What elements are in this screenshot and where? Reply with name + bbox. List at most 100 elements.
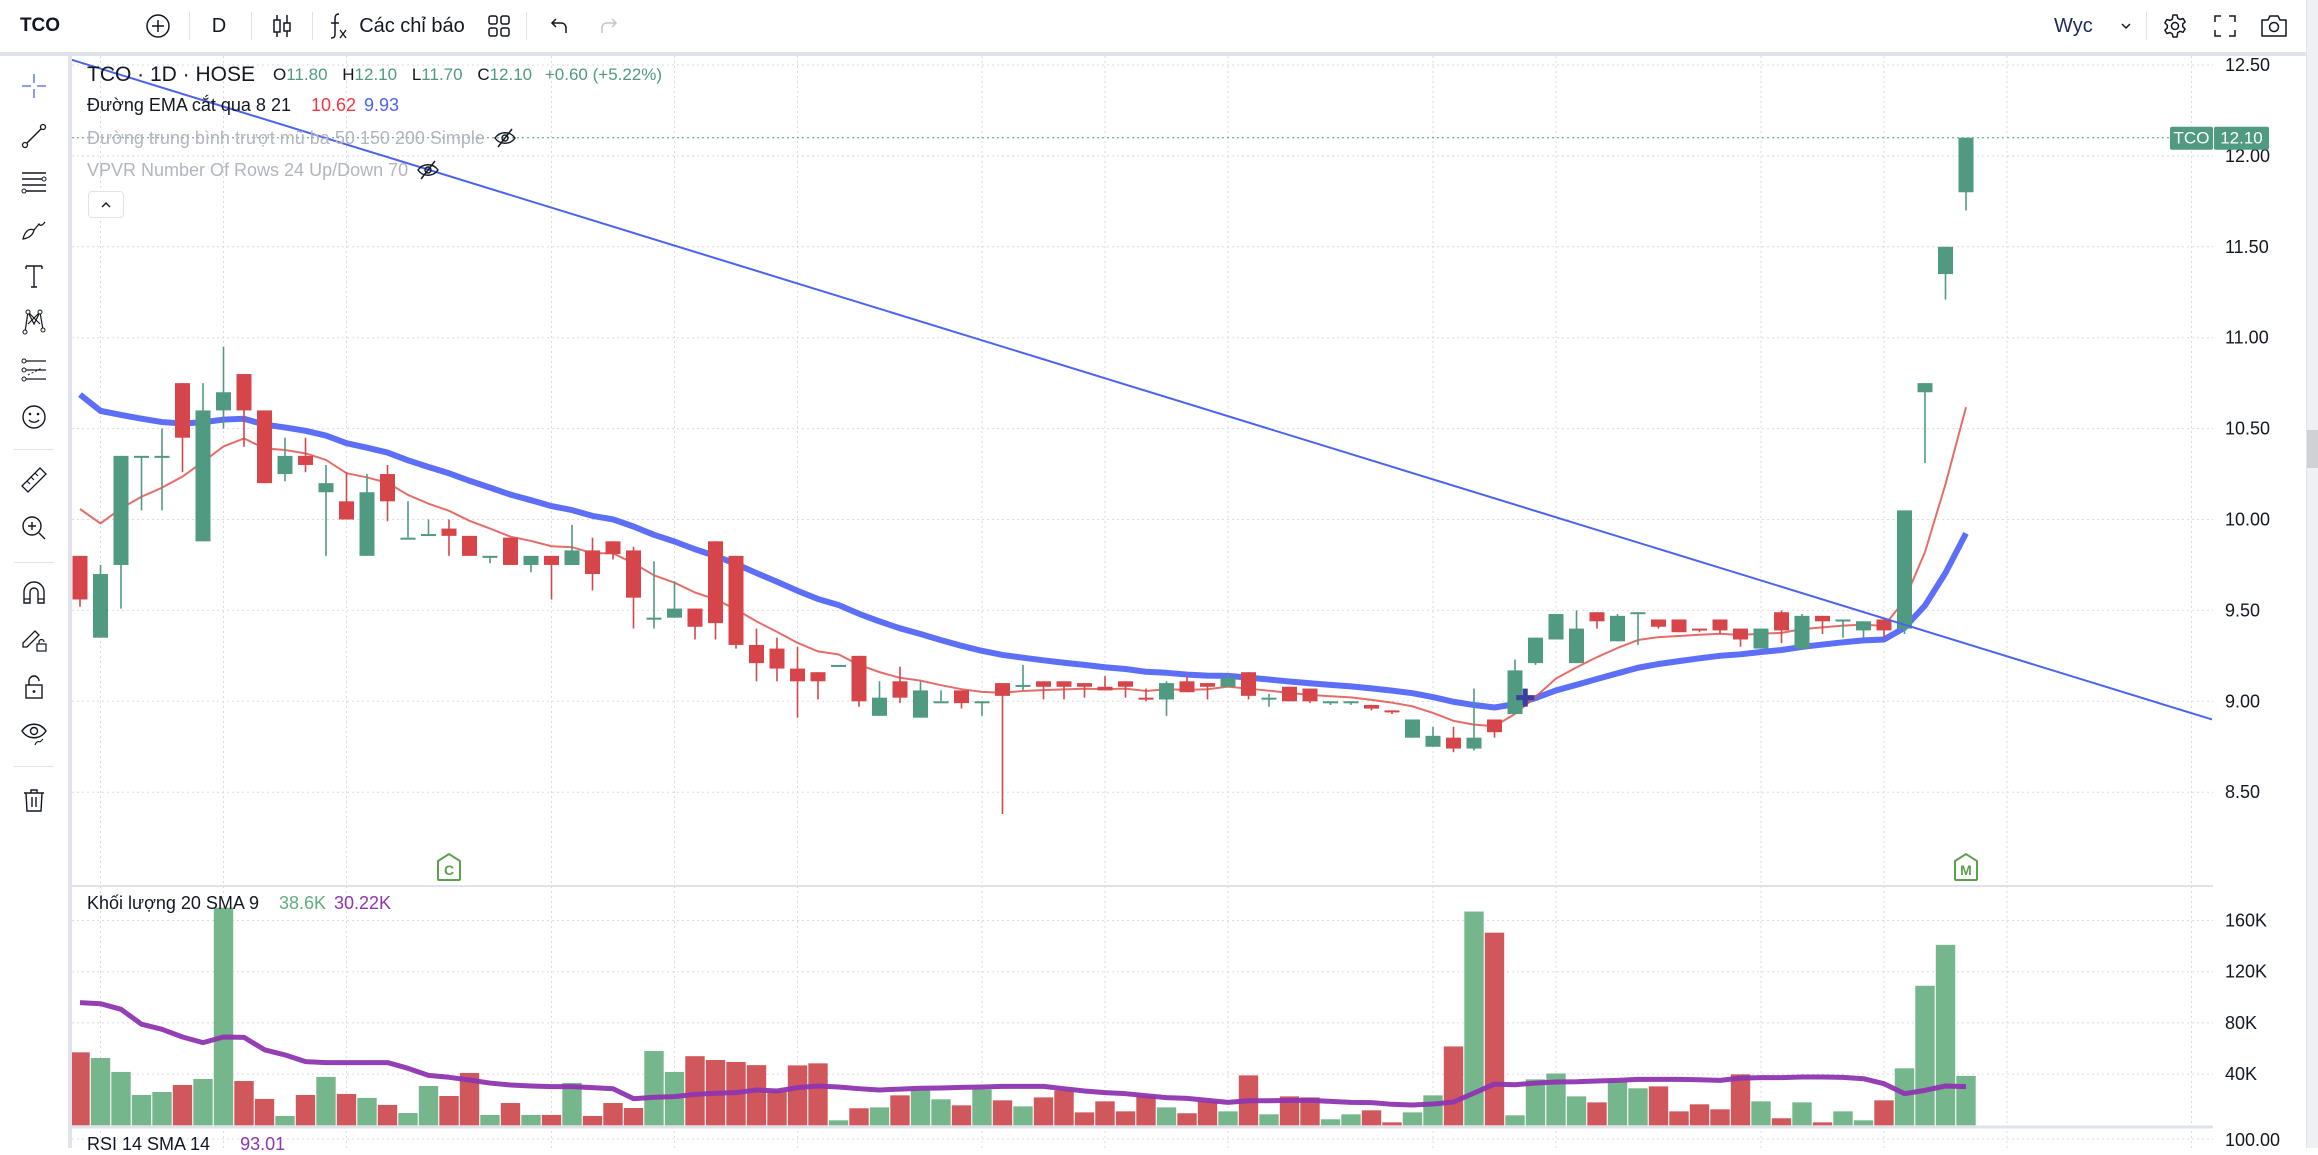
candle[interactable] bbox=[1528, 637, 1543, 665]
ema-legend[interactable]: Đường EMA cắt qua 8 21 10.62 9.93 bbox=[87, 95, 399, 116]
candle[interactable] bbox=[1056, 681, 1072, 700]
candle[interactable] bbox=[1118, 681, 1133, 698]
candle[interactable] bbox=[1323, 701, 1338, 705]
candle[interactable] bbox=[564, 524, 580, 565]
candle[interactable] bbox=[851, 655, 867, 707]
event-marker-m[interactable]: M bbox=[1953, 852, 1979, 882]
candle[interactable] bbox=[1405, 719, 1420, 738]
candle[interactable] bbox=[134, 455, 149, 511]
candle[interactable] bbox=[1897, 510, 1912, 635]
candle[interactable] bbox=[544, 555, 559, 600]
rsi-legend[interactable]: RSI 14 SMA 14 93.01 bbox=[87, 1134, 285, 1155]
candle[interactable] bbox=[1364, 704, 1379, 711]
candle[interactable] bbox=[626, 546, 641, 629]
candle[interactable] bbox=[1179, 675, 1195, 693]
layout-name-dropdown[interactable]: Wyc bbox=[2040, 0, 2140, 52]
candle[interactable] bbox=[790, 646, 805, 718]
candle[interactable] bbox=[1036, 681, 1051, 700]
candle[interactable] bbox=[667, 581, 682, 618]
forecast-tool[interactable] bbox=[14, 350, 54, 390]
candle[interactable] bbox=[1630, 612, 1646, 645]
candle[interactable] bbox=[1938, 246, 1953, 300]
tema-legend[interactable]: Đường trung bình trượt mũ ba 50 150 200 … bbox=[87, 127, 517, 149]
undo-button[interactable] bbox=[544, 0, 576, 52]
trend-line-tool[interactable] bbox=[14, 116, 54, 156]
candle[interactable] bbox=[1794, 614, 1810, 649]
fib-tool[interactable] bbox=[14, 162, 54, 202]
candle[interactable] bbox=[216, 346, 231, 429]
collapse-legend-button[interactable] bbox=[88, 191, 124, 218]
text-tool[interactable] bbox=[14, 256, 54, 296]
candle[interactable] bbox=[1261, 694, 1277, 707]
candle[interactable] bbox=[195, 383, 211, 542]
candle[interactable] bbox=[72, 555, 88, 607]
candle[interactable] bbox=[749, 628, 764, 682]
candle[interactable] bbox=[1958, 137, 1974, 211]
candle[interactable] bbox=[523, 555, 539, 573]
candle[interactable] bbox=[318, 464, 334, 556]
candle[interactable] bbox=[1815, 615, 1830, 635]
candle[interactable] bbox=[995, 683, 1010, 815]
remove-drawings-tool[interactable] bbox=[14, 780, 54, 820]
volume-legend[interactable]: Khối lượng 20 SMA 9 38.6K 30.22K bbox=[87, 893, 391, 914]
candle[interactable] bbox=[1138, 688, 1154, 702]
candle[interactable] bbox=[1610, 614, 1625, 642]
candle[interactable] bbox=[1077, 683, 1092, 698]
redo-button[interactable] bbox=[592, 0, 624, 52]
event-marker-c[interactable]: C bbox=[436, 852, 462, 882]
candle[interactable] bbox=[1200, 683, 1215, 700]
candle[interactable] bbox=[954, 690, 969, 709]
candle[interactable] bbox=[1466, 688, 1482, 751]
candle[interactable] bbox=[400, 501, 416, 540]
candle[interactable] bbox=[1774, 610, 1789, 644]
magnet-tool[interactable] bbox=[14, 573, 54, 613]
price-chart[interactable]: 12.50 12.00 11.50 11.00 10.50 10.00 9.50 9.00 8.… bbox=[72, 56, 2305, 1148]
emoji-tool[interactable] bbox=[14, 397, 54, 437]
candle[interactable] bbox=[1589, 612, 1605, 629]
candle[interactable] bbox=[154, 428, 170, 511]
candle[interactable] bbox=[1282, 686, 1297, 702]
candle[interactable] bbox=[1651, 619, 1666, 629]
candle[interactable] bbox=[1425, 726, 1441, 747]
candle[interactable] bbox=[1692, 628, 1707, 633]
candle[interactable] bbox=[462, 535, 477, 556]
vpvr-legend[interactable]: VPVR Number Of Rows 24 Up/Down 70 bbox=[87, 159, 440, 181]
candle[interactable] bbox=[1507, 659, 1523, 715]
candle[interactable] bbox=[1876, 619, 1892, 638]
candle[interactable] bbox=[974, 701, 990, 716]
candle[interactable] bbox=[687, 608, 703, 640]
candle[interactable] bbox=[708, 541, 723, 640]
candle[interactable] bbox=[1487, 719, 1502, 738]
candle[interactable] bbox=[1302, 688, 1318, 704]
candle[interactable] bbox=[646, 561, 662, 629]
candle[interactable] bbox=[769, 637, 785, 682]
candle[interactable] bbox=[810, 672, 826, 700]
candle[interactable] bbox=[175, 383, 190, 473]
candle[interactable] bbox=[1015, 664, 1031, 691]
crosshair-tool[interactable] bbox=[14, 66, 54, 106]
candle[interactable] bbox=[1548, 614, 1564, 640]
pattern-tool[interactable] bbox=[14, 302, 54, 342]
candle[interactable] bbox=[113, 455, 129, 609]
candle[interactable] bbox=[1917, 383, 1933, 464]
layout-button[interactable] bbox=[482, 0, 516, 52]
candle[interactable] bbox=[482, 555, 498, 564]
candle[interactable] bbox=[257, 410, 272, 484]
candle[interactable] bbox=[380, 464, 395, 522]
eye-slash-icon[interactable] bbox=[493, 127, 517, 149]
settings-button[interactable] bbox=[2158, 0, 2192, 52]
candle[interactable] bbox=[1446, 726, 1461, 753]
hide-drawings-tool[interactable] bbox=[14, 713, 54, 753]
candle[interactable] bbox=[236, 374, 252, 447]
brush-tool[interactable] bbox=[14, 209, 54, 249]
symbol-search-button[interactable]: TCO bbox=[10, 0, 70, 52]
candle[interactable] bbox=[1712, 619, 1728, 635]
candle[interactable] bbox=[421, 519, 436, 537]
candle[interactable] bbox=[93, 564, 108, 638]
candle[interactable] bbox=[872, 681, 887, 716]
lock-all-tool[interactable] bbox=[14, 667, 54, 707]
add-symbol-button[interactable] bbox=[140, 0, 176, 52]
zoom-in-tool[interactable] bbox=[14, 508, 54, 548]
candle[interactable] bbox=[503, 537, 518, 565]
candle[interactable] bbox=[1671, 619, 1687, 633]
